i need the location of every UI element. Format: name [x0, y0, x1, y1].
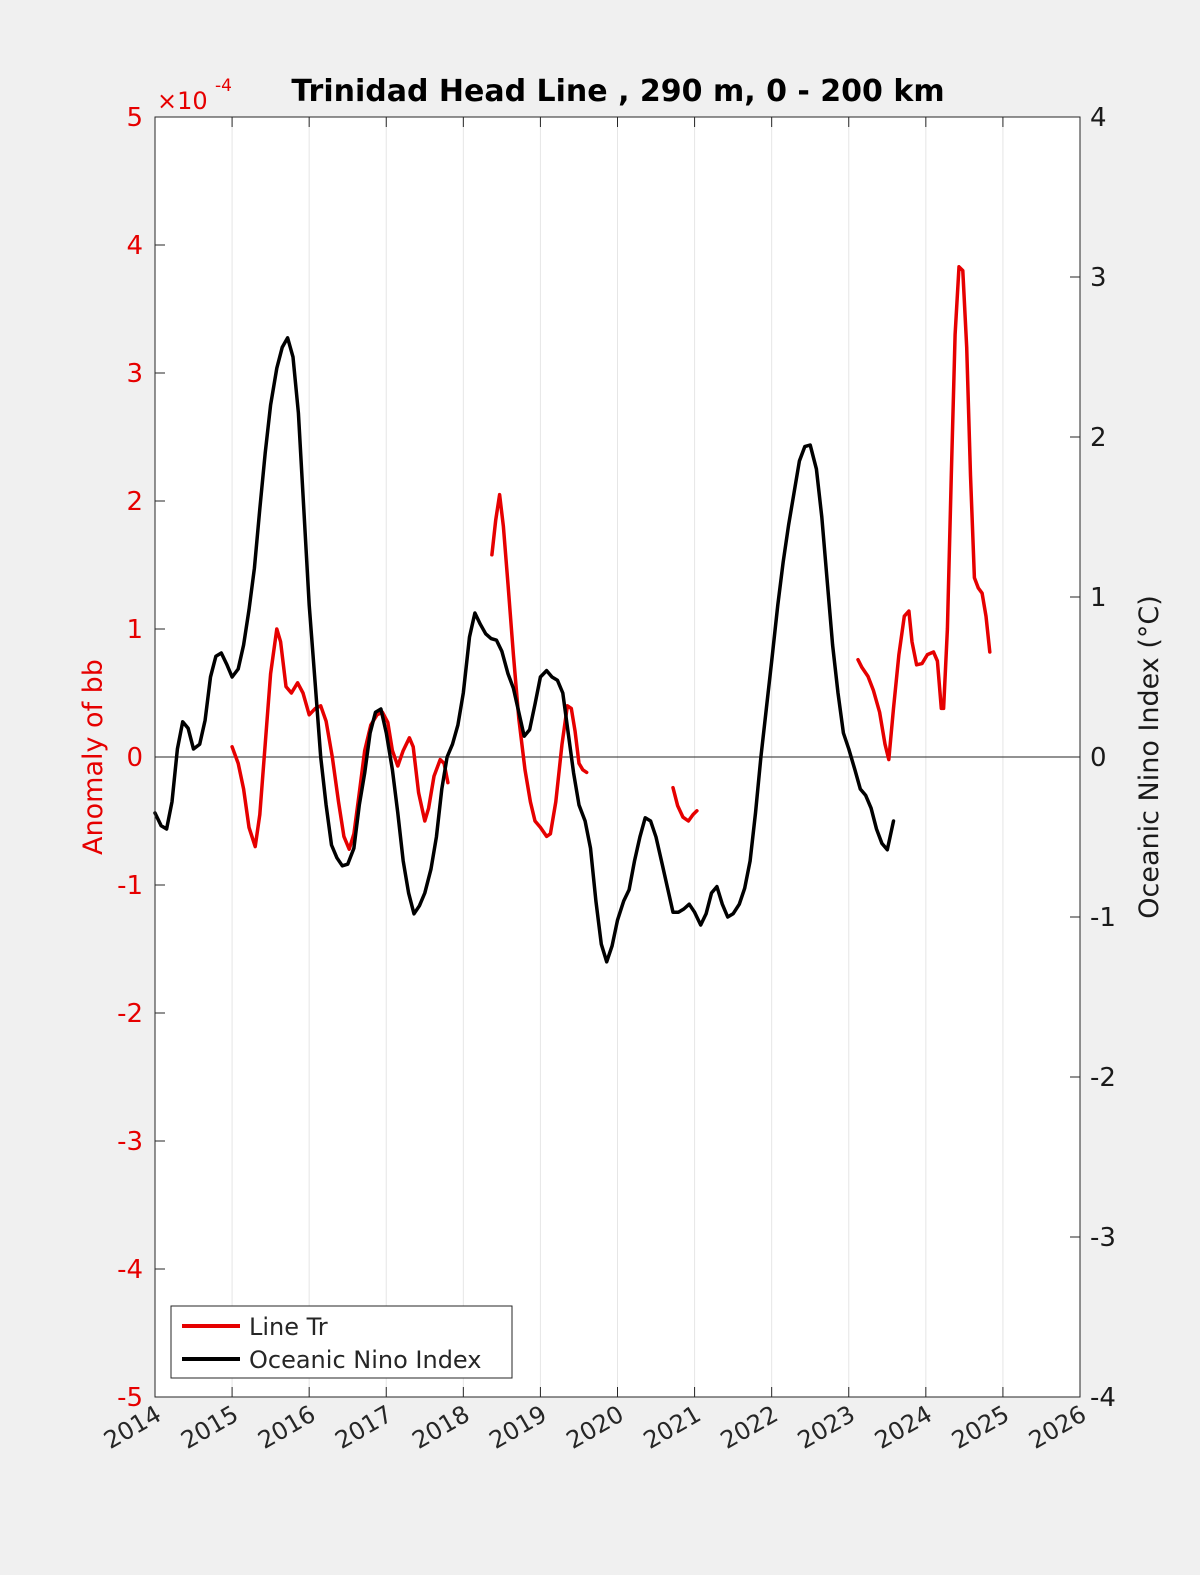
- legend-label-line-tr: Line Tr: [249, 1313, 328, 1341]
- right-y-tick-label: 1: [1090, 583, 1107, 613]
- right-y-tick-label: 4: [1090, 103, 1107, 133]
- left-y-tick-label: -1: [117, 871, 143, 901]
- left-y-tick-label: -4: [117, 1255, 143, 1285]
- left-y-tick-label: -2: [117, 999, 143, 1029]
- left-y-tick-label: 0: [126, 743, 143, 773]
- right-y-tick-label: -1: [1090, 903, 1116, 933]
- chart-title: Trinidad Head Line , 290 m, 0 - 200 km: [291, 74, 944, 109]
- legend: Line Tr Oceanic Nino Index: [170, 1305, 513, 1379]
- left-y-tick-label: 3: [126, 359, 143, 389]
- x-tick-label: 2021: [639, 1400, 706, 1455]
- legend-box: [170, 1305, 513, 1379]
- x-tick-label: 2016: [253, 1400, 320, 1455]
- left-y-tick-label: 5: [126, 103, 143, 133]
- x-tick-label: 2018: [407, 1400, 474, 1455]
- right-y-tick-label: -4: [1090, 1383, 1116, 1413]
- series-line-tr-segment-0: [230, 627, 450, 851]
- x-tick-label: 2019: [485, 1400, 552, 1455]
- x-tick-label: 2015: [176, 1400, 243, 1455]
- series-oni-segment-0: [153, 336, 896, 964]
- series-line-tr-segment-2: [671, 785, 699, 823]
- left-axis-label: Anomaly of bb: [78, 659, 109, 855]
- x-tick-label: 2026: [1024, 1400, 1091, 1455]
- x-tick-label: 2025: [947, 1400, 1014, 1455]
- x-tick-label: 2017: [330, 1400, 397, 1455]
- left-exponent: -4: [215, 76, 232, 96]
- left-y-tick-label: 2: [126, 487, 143, 517]
- series-line-tr-segment-1: [490, 492, 589, 839]
- right-y-tick-label: 3: [1090, 263, 1107, 293]
- right-y-tick-label: -2: [1090, 1063, 1116, 1093]
- left-exponent-base: ×10: [157, 87, 208, 115]
- x-tick-label: 2024: [870, 1400, 937, 1455]
- legend-label-oni: Oceanic Nino Index: [249, 1346, 481, 1374]
- series-layer: [153, 265, 992, 964]
- x-tick-label: 2020: [562, 1400, 629, 1455]
- right-y-tick-label: 2: [1090, 423, 1107, 453]
- left-y-tick-label: 1: [126, 615, 143, 645]
- x-tick-label: 2022: [716, 1400, 783, 1455]
- right-y-tick-label: -3: [1090, 1223, 1116, 1253]
- right-y-tick-label: 0: [1090, 743, 1107, 773]
- left-y-tick-label: -3: [117, 1127, 143, 1157]
- left-y-tick-label: -5: [117, 1383, 143, 1413]
- left-y-tick-label: 4: [126, 231, 143, 261]
- x-tick-label: 2023: [793, 1400, 860, 1455]
- series-line-tr-segment-3: [856, 265, 992, 762]
- right-axis-label: Oceanic Nino Index (°C): [1134, 595, 1165, 919]
